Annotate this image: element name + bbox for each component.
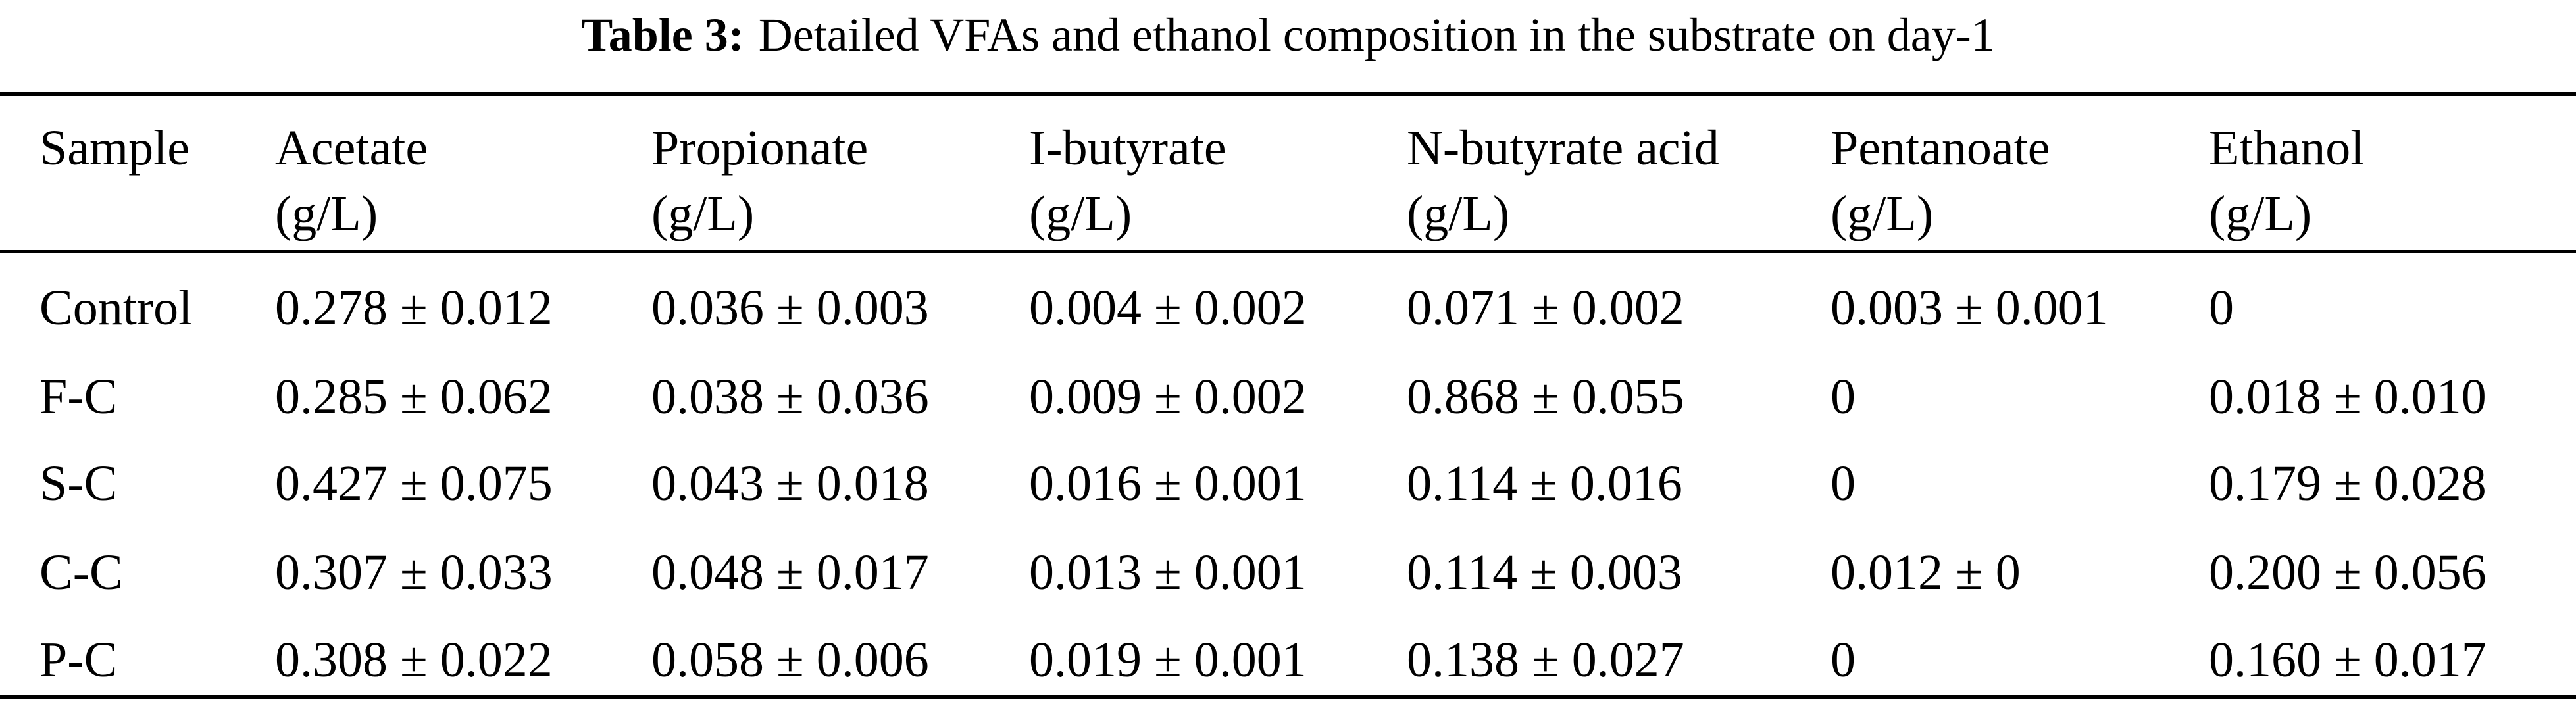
row-label: S-C xyxy=(39,456,118,511)
table-cell: 0.285 ± 0.062 xyxy=(275,369,553,424)
table-cell: 0.138 ± 0.027 xyxy=(1407,632,1684,688)
table-cell: 0.004 ± 0.002 xyxy=(1029,280,1307,336)
table-cell: 0.071 ± 0.002 xyxy=(1407,280,1684,336)
table-cell: 0.427 ± 0.075 xyxy=(275,456,553,511)
table-cell: 0.307 ± 0.033 xyxy=(275,545,553,600)
row-label: C-C xyxy=(39,545,123,600)
table-cell: 0.012 ± 0 xyxy=(1831,545,2021,600)
column-header: Acetate xyxy=(275,120,428,176)
table-cell: 0.038 ± 0.036 xyxy=(651,369,929,424)
table-cell: 0.048 ± 0.017 xyxy=(651,545,929,600)
table-cell: 0.200 ± 0.056 xyxy=(2209,545,2487,600)
table-cell: 0.114 ± 0.016 xyxy=(1407,456,1682,511)
table-cell: 0 xyxy=(2209,280,2234,336)
table-cell: 0.868 ± 0.055 xyxy=(1407,369,1684,424)
column-unit: (g/L) xyxy=(1029,186,1132,241)
table-cell: 0.003 ± 0.001 xyxy=(1831,280,2108,336)
table-cell: 0 xyxy=(1831,456,1856,511)
row-label: F-C xyxy=(39,369,118,424)
table-cell: 0.278 ± 0.012 xyxy=(275,280,553,336)
caption-text: Detailed VFAs and ethanol composition in… xyxy=(758,9,1995,61)
table-cell: 0.114 ± 0.003 xyxy=(1407,545,1682,600)
column-unit: (g/L) xyxy=(2209,186,2312,241)
column-unit: (g/L) xyxy=(651,186,755,241)
bottom-rule xyxy=(0,695,2576,699)
caption-label: Table 3: xyxy=(581,9,744,61)
table-cell: 0.179 ± 0.028 xyxy=(2209,456,2487,511)
table-cell: 0 xyxy=(1831,632,1856,688)
top-rule xyxy=(0,92,2576,96)
column-header: Propionate xyxy=(651,120,869,176)
table-cell: 0.013 ± 0.001 xyxy=(1029,545,1307,600)
table-cell: 0.036 ± 0.003 xyxy=(651,280,929,336)
row-label: Control xyxy=(39,280,193,336)
table-cell: 0.018 ± 0.010 xyxy=(2209,369,2487,424)
table-cell: 0.009 ± 0.002 xyxy=(1029,369,1307,424)
table-cell: 0.016 ± 0.001 xyxy=(1029,456,1307,511)
column-unit: (g/L) xyxy=(1407,186,1510,241)
table-cell: 0.160 ± 0.017 xyxy=(2209,632,2487,688)
column-unit: (g/L) xyxy=(1831,186,1934,241)
header-rule xyxy=(0,250,2576,253)
table-cell: 0 xyxy=(1831,369,1856,424)
table-cell: 0.019 ± 0.001 xyxy=(1029,632,1307,688)
table-cell: 0.058 ± 0.006 xyxy=(651,632,929,688)
column-header: Sample xyxy=(39,120,189,176)
table-cell: 0.308 ± 0.022 xyxy=(275,632,553,688)
table-caption: Table 3: Detailed VFAs and ethanol compos… xyxy=(0,5,2576,64)
column-unit: (g/L) xyxy=(275,186,378,241)
column-header: Ethanol xyxy=(2209,120,2365,176)
row-label: P-C xyxy=(39,632,118,688)
table-cell: 0.043 ± 0.018 xyxy=(651,456,929,511)
column-header: I-butyrate xyxy=(1029,120,1226,176)
column-header: Pentanoate xyxy=(1831,120,2050,176)
column-header: N-butyrate acid xyxy=(1407,120,1719,176)
